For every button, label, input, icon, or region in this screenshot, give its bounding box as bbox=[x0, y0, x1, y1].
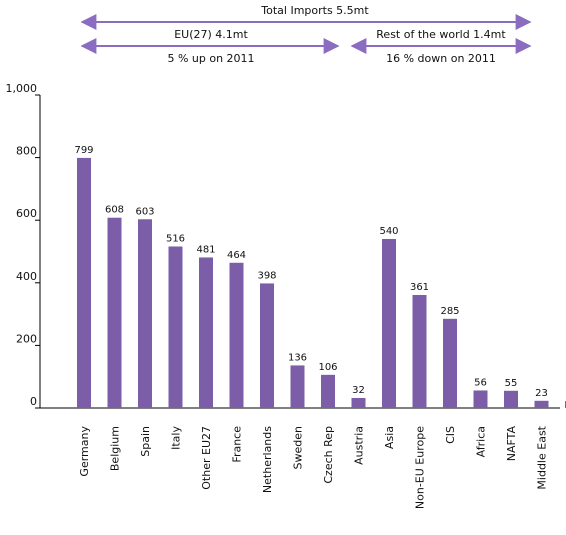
bar-value-label: 23 bbox=[535, 388, 548, 399]
y-ticks: 0 200 400 600 800 1,000 bbox=[6, 82, 40, 409]
row-imports-label: Rest of the world 1.4mt bbox=[376, 28, 506, 41]
bar bbox=[107, 217, 122, 408]
x-tick-label: Other EU27 bbox=[200, 426, 213, 490]
x-tick-label: CIS bbox=[444, 426, 457, 444]
bar-value-label: 516 bbox=[166, 233, 185, 244]
x-tick-label: Africa bbox=[475, 426, 488, 457]
y-tick-label: 800 bbox=[16, 145, 37, 158]
y-tick-label: 1,000 bbox=[6, 82, 38, 95]
x-tick-label: Spain bbox=[139, 426, 152, 457]
y-tick-label: 600 bbox=[16, 207, 37, 220]
bars bbox=[77, 157, 566, 408]
bar bbox=[168, 246, 183, 408]
bar-value-label: 540 bbox=[379, 226, 398, 237]
x-tick-label: Italy bbox=[170, 426, 183, 450]
bar bbox=[412, 295, 427, 408]
bar bbox=[321, 374, 335, 408]
bar bbox=[199, 257, 213, 408]
bar bbox=[229, 262, 244, 408]
bar-value-label: 603 bbox=[135, 206, 154, 217]
bar-value-label: 464 bbox=[227, 250, 246, 261]
bar bbox=[443, 318, 457, 408]
bar-value-label: 136 bbox=[288, 352, 307, 363]
x-tick-label: Austria bbox=[353, 426, 366, 465]
bar-value-label: 55 bbox=[505, 378, 518, 389]
x-tick-label: Czech Rep bbox=[322, 426, 335, 484]
bar bbox=[138, 219, 152, 408]
bar-value-label: 361 bbox=[410, 282, 429, 293]
bar bbox=[290, 365, 305, 408]
bar bbox=[260, 283, 274, 408]
x-tick-label: Netherlands bbox=[261, 426, 274, 493]
category-labels: Germany Belgium Spain Italy Other EU27 France… bbox=[78, 425, 549, 509]
x-tick-label: Non-EU Europe bbox=[414, 426, 427, 509]
x-tick-label: NAFTA bbox=[505, 426, 518, 462]
x-tick-label: Sweden bbox=[292, 426, 305, 469]
bar-value-label: 56 bbox=[474, 377, 487, 388]
bar-value-label: 106 bbox=[318, 362, 337, 373]
bar bbox=[473, 390, 488, 408]
bar bbox=[351, 397, 366, 408]
bar-value-label: 608 bbox=[105, 205, 124, 216]
bar-value-label: 799 bbox=[74, 145, 93, 156]
x-tick-label: Belgium bbox=[109, 426, 122, 471]
x-tick-label: Germany bbox=[78, 426, 91, 477]
bar bbox=[504, 390, 518, 408]
y-tick-label: 0 bbox=[30, 395, 37, 408]
bar-value-label: 398 bbox=[257, 270, 276, 281]
eu-change-label: 5 % up on 2011 bbox=[167, 52, 254, 65]
y-tick-label: 200 bbox=[16, 332, 37, 345]
bar-value-label: 32 bbox=[352, 385, 365, 396]
y-tick-label: 400 bbox=[16, 270, 37, 283]
row-change-label: 16 % down on 2011 bbox=[386, 52, 496, 65]
x-tick-label: France bbox=[231, 426, 244, 463]
bar bbox=[382, 238, 396, 408]
x-tick-label: Asia bbox=[383, 426, 396, 449]
bar bbox=[534, 400, 549, 408]
total-imports-label: Total Imports 5.5mt bbox=[260, 4, 369, 17]
bar-value-label: 285 bbox=[440, 306, 459, 317]
eu-imports-label: EU(27) 4.1mt bbox=[174, 28, 248, 41]
value-labels: 799 608 603 516 481 464 398 136 106 32 540 361 285 56… bbox=[74, 145, 566, 399]
bar-value-label: 481 bbox=[196, 244, 215, 255]
bar bbox=[77, 157, 91, 408]
x-tick-label: Middle East bbox=[536, 425, 549, 489]
